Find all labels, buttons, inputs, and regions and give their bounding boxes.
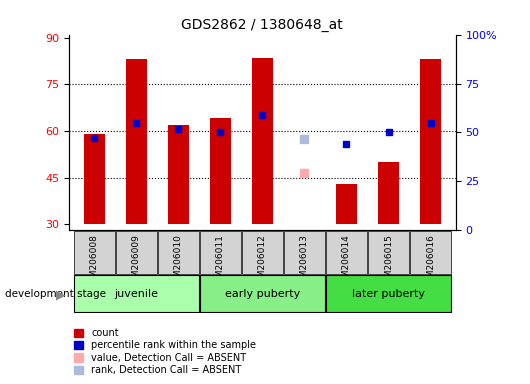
Text: later puberty: later puberty xyxy=(352,289,425,299)
Text: GSM206010: GSM206010 xyxy=(174,234,183,289)
FancyBboxPatch shape xyxy=(326,231,367,274)
FancyBboxPatch shape xyxy=(242,231,282,274)
FancyBboxPatch shape xyxy=(200,275,325,312)
Bar xyxy=(126,60,147,224)
FancyBboxPatch shape xyxy=(74,231,114,274)
Text: GSM206013: GSM206013 xyxy=(300,234,309,289)
FancyBboxPatch shape xyxy=(410,231,451,274)
FancyBboxPatch shape xyxy=(284,231,325,274)
Bar xyxy=(84,134,104,224)
Bar xyxy=(252,58,273,224)
Bar xyxy=(210,119,231,224)
Text: ▶: ▶ xyxy=(56,288,66,301)
FancyBboxPatch shape xyxy=(368,231,409,274)
Text: development stage: development stage xyxy=(5,289,107,299)
Bar xyxy=(167,125,189,224)
FancyBboxPatch shape xyxy=(74,275,199,312)
FancyBboxPatch shape xyxy=(200,231,241,274)
Text: GSM206011: GSM206011 xyxy=(216,234,225,289)
Text: GSM206014: GSM206014 xyxy=(342,234,351,289)
Bar xyxy=(294,223,315,224)
FancyBboxPatch shape xyxy=(116,231,156,274)
FancyBboxPatch shape xyxy=(326,275,451,312)
Bar xyxy=(420,60,441,224)
Text: juvenile: juvenile xyxy=(114,289,158,299)
Legend: count, percentile rank within the sample, value, Detection Call = ABSENT, rank, : count, percentile rank within the sample… xyxy=(74,328,257,375)
Text: GSM206012: GSM206012 xyxy=(258,234,267,289)
Text: GSM206008: GSM206008 xyxy=(90,234,99,289)
Bar xyxy=(378,162,399,224)
Text: GSM206015: GSM206015 xyxy=(384,234,393,289)
Text: early puberty: early puberty xyxy=(225,289,300,299)
Title: GDS2862 / 1380648_at: GDS2862 / 1380648_at xyxy=(181,18,343,32)
Text: GSM206009: GSM206009 xyxy=(131,234,140,289)
FancyBboxPatch shape xyxy=(158,231,199,274)
Text: GSM206016: GSM206016 xyxy=(426,234,435,289)
Bar xyxy=(336,184,357,224)
